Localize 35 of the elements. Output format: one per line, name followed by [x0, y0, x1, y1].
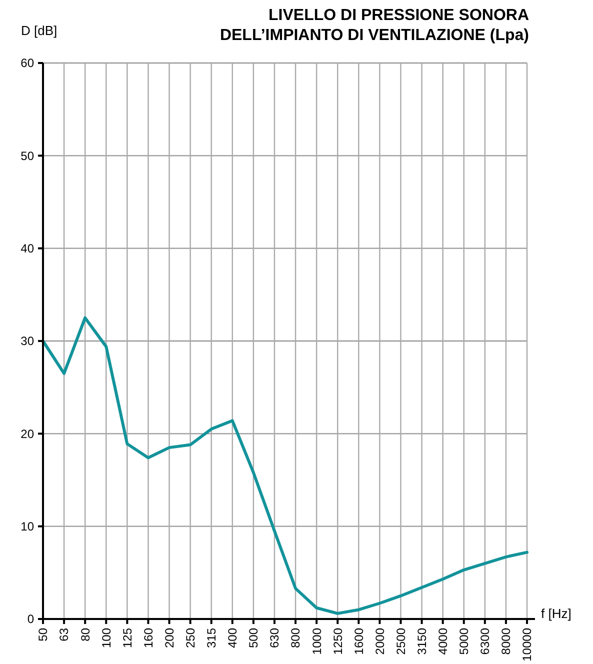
x-tick-label: 160 — [141, 628, 156, 648]
x-tick-label: 10000 — [520, 628, 534, 662]
x-tick-label: 1600 — [352, 628, 366, 655]
x-tick-label: 2000 — [372, 628, 387, 655]
y-tick-label: 30 — [20, 334, 34, 348]
x-tick-label: 50 — [36, 628, 50, 642]
y-tick-label: 50 — [20, 148, 34, 163]
y-tick-label: 0 — [27, 612, 34, 626]
x-tick-label: 250 — [184, 628, 198, 648]
y-axis-title: D [dB] — [21, 23, 58, 38]
y-tick-label: 20 — [20, 426, 34, 441]
x-tick-label: 400 — [226, 628, 240, 648]
x-tick-label: 3150 — [414, 628, 429, 655]
x-tick-label: 8000 — [499, 628, 514, 655]
y-tick-label: 60 — [20, 56, 34, 70]
x-tick-label: 630 — [268, 628, 282, 648]
x-tick-label: 100 — [99, 628, 114, 648]
chart-title: LIVELLO DI PRESSIONE SONORA DELL’IMPIANTO DI VENTILAZIONE (Lpa) — [220, 7, 530, 44]
x-tick-label: 1250 — [330, 628, 345, 655]
x-tick-label: 800 — [288, 628, 303, 648]
x-tick-label: 500 — [246, 628, 261, 648]
x-tick-label: 63 — [57, 628, 72, 642]
y-tick-label: 10 — [20, 520, 34, 534]
x-tick-label: 1000 — [310, 628, 324, 655]
x-tick-label: 80 — [78, 628, 92, 642]
x-tick-label: 6300 — [478, 628, 492, 655]
x-tick-label: 5000 — [457, 628, 472, 655]
x-tick-label: 315 — [204, 628, 219, 648]
x-tick-label: 4000 — [436, 628, 450, 655]
y-tick-label: 40 — [20, 242, 34, 256]
x-tick-label: 2500 — [394, 628, 408, 655]
x-tick-label: 125 — [120, 628, 134, 648]
line-series — [42, 316, 528, 615]
x-axis-title: f [Hz] — [541, 606, 572, 621]
x-tick-label: 200 — [162, 628, 176, 648]
